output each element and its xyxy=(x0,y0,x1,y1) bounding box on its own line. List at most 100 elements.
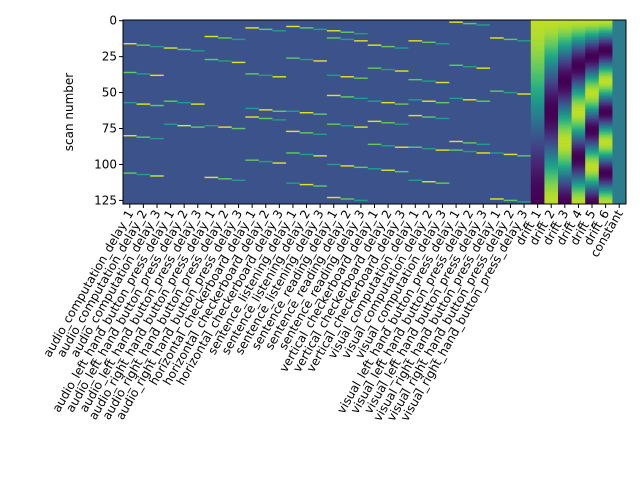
drift-cell xyxy=(571,61,586,64)
drift-cell xyxy=(530,156,545,159)
drift-cell xyxy=(598,188,613,190)
drift-cell xyxy=(558,199,572,202)
drift-cell xyxy=(558,156,572,159)
drift-cell xyxy=(544,30,559,32)
drift-cell xyxy=(571,35,586,38)
drift-cell xyxy=(558,20,572,22)
drift-cell xyxy=(558,22,572,25)
drift-cell xyxy=(598,137,613,140)
drift-cell xyxy=(598,61,613,64)
drift-cell xyxy=(585,183,600,186)
regressor-band xyxy=(517,40,531,42)
drift-cell xyxy=(558,168,572,170)
drift-cell xyxy=(558,57,572,60)
drift-cell xyxy=(530,104,545,107)
drift-cell xyxy=(585,156,600,159)
drift-cell xyxy=(544,48,559,51)
drift-cell xyxy=(571,172,586,175)
drift-cell xyxy=(598,127,613,130)
drift-cell xyxy=(598,136,613,139)
regressor-band xyxy=(150,74,164,77)
drift-cell xyxy=(558,53,572,55)
drift-cell xyxy=(585,61,600,64)
drift-cell xyxy=(585,100,600,103)
drift-cell xyxy=(530,155,545,157)
drift-cell xyxy=(585,169,600,172)
drift-cell xyxy=(598,44,613,47)
drift-cell xyxy=(571,100,586,103)
drift-cell xyxy=(585,133,600,136)
drift-cell xyxy=(571,48,586,51)
drift-cell xyxy=(585,104,600,107)
regressor-band xyxy=(272,119,287,121)
drift-cell xyxy=(571,38,586,41)
drift-cell xyxy=(585,176,600,179)
drift-cell xyxy=(530,22,545,25)
drift-cell xyxy=(585,30,600,32)
drift-cell xyxy=(530,68,545,71)
drift-cell xyxy=(585,168,600,170)
drift-cell xyxy=(544,160,559,163)
regressor-band xyxy=(204,58,219,61)
drift-cell xyxy=(544,182,559,185)
drift-cell xyxy=(598,168,613,170)
drift-cell xyxy=(585,41,600,44)
regressor-band xyxy=(177,101,191,104)
drift-cell xyxy=(571,165,586,167)
drift-cell xyxy=(558,124,572,127)
drift-cell xyxy=(585,116,600,119)
drift-cell xyxy=(530,71,545,74)
drift-cell xyxy=(544,173,559,176)
drift-cell xyxy=(598,94,613,97)
drift-cell xyxy=(530,137,545,140)
drift-cell xyxy=(585,139,600,142)
drift-cell xyxy=(544,80,559,83)
regressor-band xyxy=(381,145,395,147)
drift-cell xyxy=(571,55,586,58)
drift-cell xyxy=(598,89,613,91)
regressor-band xyxy=(204,176,219,179)
drift-cell xyxy=(544,66,559,68)
drift-cell xyxy=(571,70,586,73)
regressor-band xyxy=(272,110,287,112)
drift-cell xyxy=(585,45,600,48)
regressor-band xyxy=(163,47,178,49)
drift-cell xyxy=(544,44,559,47)
drift-cell xyxy=(530,78,545,81)
drift-cell xyxy=(544,153,559,156)
drift-cell xyxy=(558,122,572,124)
drift-cell xyxy=(544,195,559,198)
drift-cell xyxy=(585,99,600,101)
drift-cell xyxy=(585,145,600,147)
drift-cell xyxy=(598,193,613,196)
drift-cell xyxy=(598,196,613,199)
regressor-band xyxy=(394,123,409,125)
drift-cell xyxy=(558,76,572,78)
drift-cell xyxy=(585,48,600,51)
drift-cell xyxy=(544,89,559,91)
regressor-band xyxy=(136,103,151,105)
drift-cell xyxy=(571,94,586,97)
regressor-band xyxy=(422,100,436,102)
regressor-band xyxy=(367,120,382,123)
drift-cell xyxy=(544,100,559,103)
drift-cell xyxy=(571,67,586,70)
drift-cell xyxy=(530,152,545,154)
drift-cell xyxy=(530,129,545,131)
regressor-band xyxy=(245,27,259,29)
regressor-band xyxy=(381,45,395,48)
drift-cell xyxy=(571,160,586,163)
drift-cell xyxy=(585,159,600,162)
drift-cell xyxy=(585,21,600,24)
drift-cell xyxy=(571,123,586,126)
drift-cell xyxy=(571,104,586,107)
drift-cell xyxy=(571,54,586,57)
drift-cell xyxy=(598,162,613,165)
regressor-band xyxy=(326,37,341,39)
drift-cell xyxy=(598,126,613,129)
drift-cell xyxy=(598,175,613,177)
drift-cell xyxy=(544,145,559,147)
drift-cell xyxy=(530,53,545,55)
drift-cell xyxy=(544,192,559,195)
drift-cell xyxy=(571,191,586,193)
